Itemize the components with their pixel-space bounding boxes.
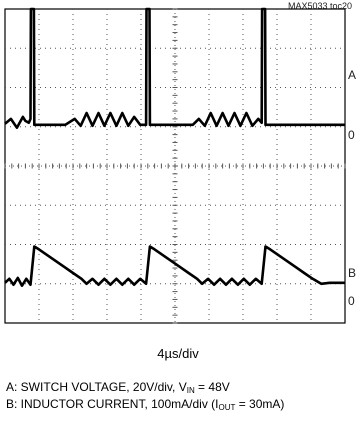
- caption-b-prefix: B: INDUCTOR CURRENT, 100mA/div (I: [6, 397, 219, 411]
- figure-id: MAX5033 toc20: [287, 1, 352, 11]
- caption-a-sub: IN: [186, 386, 195, 395]
- trace-a-line: [4, 7, 345, 129]
- caption-b: B: INDUCTOR CURRENT, 100mA/div (IOUT = 3…: [6, 397, 284, 412]
- caption-a-suffix: = 48V: [194, 380, 230, 394]
- grid: [4, 8, 346, 324]
- trace-a-zero-label: 0: [348, 128, 355, 142]
- trace-b-line: [4, 245, 345, 288]
- caption-b-sub: OUT: [218, 403, 236, 412]
- trace-b-label: B: [348, 266, 356, 280]
- timebase-label: 4µs/div: [157, 346, 199, 361]
- oscilloscope-plot: [4, 7, 346, 324]
- caption-a-prefix: A: SWITCH VOLTAGE, 20V/div, V: [6, 380, 187, 394]
- trace-a-label: A: [348, 68, 356, 82]
- caption-b-suffix: = 30mA): [235, 397, 285, 411]
- traces: [4, 7, 345, 288]
- trace-b-zero-label: 0: [348, 294, 355, 308]
- caption-a: A: SWITCH VOLTAGE, 20V/div, VIN = 48V: [6, 380, 230, 395]
